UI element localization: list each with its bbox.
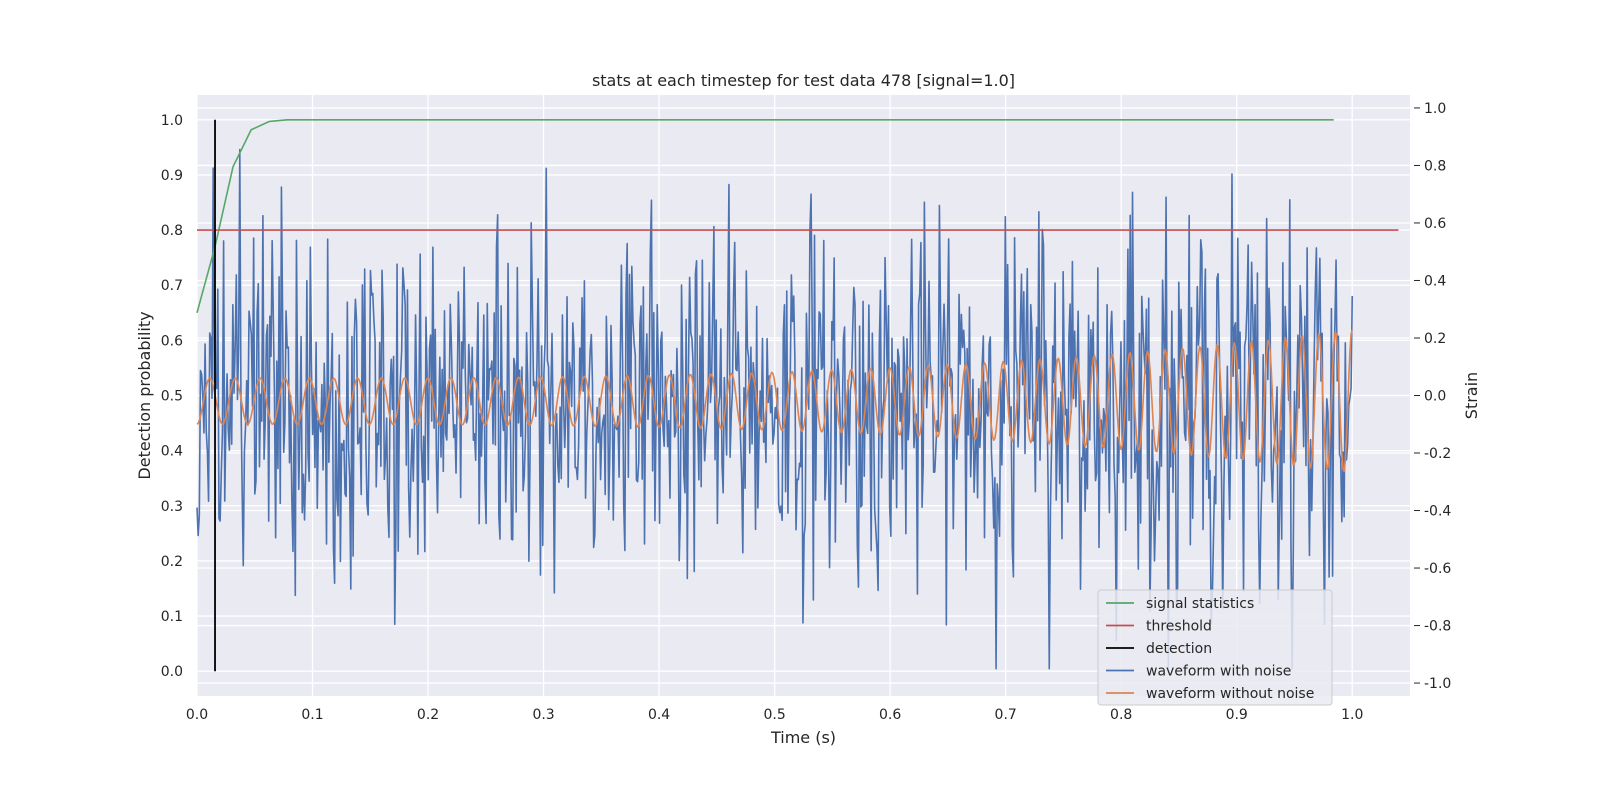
y-tick-label: 1.0 <box>161 113 183 129</box>
x-tick-label: 1.0 <box>1341 707 1363 723</box>
series-layer <box>196 119 1399 672</box>
x-tick-label: 0.6 <box>879 707 901 723</box>
y-right-tick-label: -0.2 <box>1424 446 1451 462</box>
x-tick-label: 0.1 <box>301 707 323 723</box>
legend-box <box>1097 589 1333 706</box>
legend: signal statistics threshold detection wavef… <box>1097 589 1333 706</box>
y-tick-label: 0.3 <box>161 499 183 515</box>
x-tick-label: 0.4 <box>648 707 670 723</box>
x-tick-label: 0.9 <box>1226 707 1248 723</box>
y-tick-label: 0.0 <box>161 664 183 680</box>
y-right-tick-label: 0.0 <box>1424 389 1446 405</box>
y-right-tick-label: -0.6 <box>1424 561 1451 577</box>
legend-label: waveform without noise <box>1146 686 1314 702</box>
tick-layer: 0.0 0.1 0.2 0.3 0.4 0.5 0.6 0.7 0.8 0.9 1.0 0.0 0.1 0… <box>161 101 1452 723</box>
x-tick-label: 0.3 <box>532 707 554 723</box>
y-tick-label: 0.1 <box>161 609 183 625</box>
legend-label: signal statistics <box>1146 596 1254 612</box>
x-tick-label: 0.0 <box>186 707 208 723</box>
x-tick-label: 0.2 <box>417 707 439 723</box>
y-tick-label: 0.6 <box>161 333 183 349</box>
x-axis-label: Time (s) <box>770 728 836 747</box>
x-tick-label: 0.7 <box>995 707 1017 723</box>
y-right-tick-label: -1.0 <box>1424 676 1451 692</box>
signal-statistics-line <box>196 119 1334 314</box>
y-right-tick-label: 0.6 <box>1424 216 1446 232</box>
y-tick-label: 0.5 <box>161 389 183 405</box>
y-tick-label: 0.8 <box>161 223 183 239</box>
legend-label: threshold <box>1146 619 1212 635</box>
x-tick-label: 0.5 <box>763 707 785 723</box>
y-axis-label: Detection probability <box>135 311 154 479</box>
y-right-tick-label: 0.8 <box>1424 158 1446 174</box>
y-right-tick-label: -0.4 <box>1424 504 1451 520</box>
chart-title: stats at each timestep for test data 478… <box>592 71 1015 90</box>
y-axis-right-label: Strain <box>1462 372 1481 419</box>
y-tick-label: 0.2 <box>161 554 183 570</box>
legend-label: detection <box>1146 641 1212 657</box>
y-right-tick-label: 0.4 <box>1424 273 1446 289</box>
y-tick-label: 0.4 <box>161 444 183 460</box>
waveform-with-noise-line <box>196 148 1354 670</box>
y-right-tick-label: -0.8 <box>1424 619 1451 635</box>
x-tick-label: 0.8 <box>1110 707 1132 723</box>
y-tick-label: 0.7 <box>161 278 183 294</box>
legend-label: waveform with noise <box>1146 664 1291 680</box>
waveform-without-noise-line <box>196 329 1354 473</box>
y-tick-label: 0.9 <box>161 168 183 184</box>
y-right-tick-label: 1.0 <box>1424 101 1446 117</box>
y-right-tick-label: 0.2 <box>1424 331 1446 347</box>
